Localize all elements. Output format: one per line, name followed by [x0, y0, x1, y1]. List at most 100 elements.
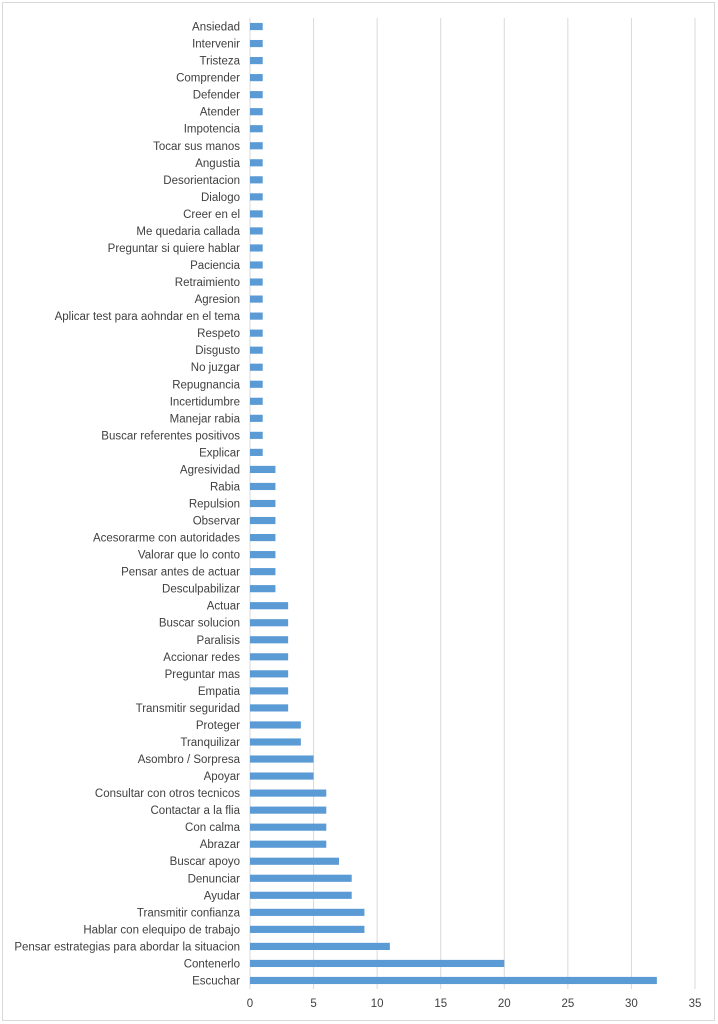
- category-label: Abrazar: [200, 839, 240, 851]
- category-label: Intervenir: [192, 39, 240, 51]
- category-label: Pensar antes de actuar: [121, 567, 240, 579]
- category-label: Tranquilizar: [180, 737, 240, 749]
- x-tick-label: 35: [689, 998, 702, 1010]
- category-label: Buscar apoyo: [170, 856, 240, 868]
- bar: [250, 363, 263, 371]
- category-label: Desculpabilizar: [162, 584, 240, 596]
- category-label: Ayudar: [204, 890, 240, 902]
- category-label: Valorar que lo conto: [138, 550, 240, 562]
- category-label: Me quedaria callada: [136, 226, 240, 238]
- bar: [250, 976, 657, 985]
- category-label: Empatia: [198, 686, 241, 698]
- bar: [250, 568, 276, 576]
- bar: [250, 193, 263, 201]
- bar: [250, 789, 327, 797]
- bar: [250, 329, 263, 337]
- bar: [250, 39, 263, 48]
- bar: [250, 942, 390, 950]
- bar: [250, 619, 289, 627]
- bar: [250, 602, 289, 610]
- bar: [250, 653, 289, 661]
- category-label: No juzgar: [191, 362, 240, 374]
- bar: [250, 670, 289, 678]
- category-label: Denunciar: [188, 873, 241, 885]
- x-tick-label: 20: [498, 998, 511, 1010]
- bar: [250, 551, 276, 559]
- bar: [250, 687, 289, 695]
- category-label: Rabia: [210, 481, 241, 493]
- x-tick-label: 15: [434, 998, 447, 1010]
- bar: [250, 738, 301, 746]
- category-label: Actuar: [207, 601, 240, 613]
- category-label: Atender: [200, 107, 240, 119]
- bar: [250, 959, 505, 968]
- x-tick-label: 0: [247, 998, 253, 1010]
- x-tick-label: 5: [310, 998, 316, 1010]
- category-label: Preguntar mas: [165, 669, 241, 681]
- category-label: Agresividad: [180, 464, 240, 476]
- category-label: Creer en el: [183, 209, 240, 221]
- category-label: Contenerlo: [184, 958, 240, 970]
- category-label: Asombro / Sorpresa: [138, 754, 241, 766]
- bar: [250, 142, 263, 150]
- bar: [250, 482, 276, 491]
- bar: [250, 874, 352, 882]
- bar: [250, 585, 276, 593]
- bar: [250, 380, 263, 388]
- bar: [250, 516, 276, 525]
- x-tick-label: 30: [625, 998, 638, 1010]
- category-label: Agresion: [195, 294, 240, 306]
- category-label: Comprender: [176, 73, 240, 85]
- category-label: Consultar con otros tecnicos: [95, 788, 240, 800]
- bar: [250, 925, 365, 933]
- bar: [250, 533, 276, 542]
- bar: [250, 721, 301, 729]
- bar: [250, 210, 263, 218]
- category-label: Repugnancia: [172, 379, 240, 391]
- category-label: Tocar sus manos: [153, 141, 240, 153]
- category-label: Preguntar si quiere hablar: [108, 243, 240, 255]
- bar: [250, 823, 327, 831]
- category-label: Retraimiento: [175, 277, 240, 289]
- category-label: Dialogo: [201, 192, 240, 204]
- category-label: Manejar rabia: [170, 413, 241, 425]
- bar: [250, 465, 276, 474]
- category-label: Apoyar: [204, 771, 241, 783]
- category-label: Repulsion: [189, 499, 240, 511]
- bar: [250, 295, 263, 303]
- bar: [250, 499, 276, 508]
- bar: [250, 448, 263, 456]
- bar: [250, 74, 263, 82]
- bar: [250, 312, 263, 320]
- bar: [250, 261, 263, 269]
- category-label: Accionar redes: [163, 652, 240, 664]
- bar: [250, 397, 263, 405]
- bar: [250, 857, 339, 865]
- category-label: Con calma: [185, 822, 241, 834]
- category-label: Transmitir confianza: [137, 907, 241, 919]
- bar: [250, 125, 263, 133]
- bar: [250, 108, 263, 116]
- bar: [250, 244, 263, 252]
- bar: [250, 431, 263, 439]
- bar: [250, 227, 263, 235]
- bar: [250, 414, 263, 422]
- bar: [250, 840, 327, 848]
- category-label: Incertidumbre: [170, 396, 240, 408]
- category-label: Ansiedad: [192, 22, 240, 34]
- bar: [250, 91, 263, 99]
- category-label: Explicar: [199, 447, 240, 459]
- bar: [250, 772, 314, 780]
- category-label: Transmitir seguridad: [136, 703, 240, 715]
- category-label: Defender: [193, 90, 240, 102]
- category-label: Buscar solucion: [159, 618, 240, 630]
- category-label: Hablar con elequipo de trabajo: [83, 924, 240, 936]
- category-label: Impotencia: [184, 124, 241, 136]
- bar: [250, 891, 352, 899]
- bar: [250, 22, 263, 31]
- category-label: Paciencia: [190, 260, 240, 272]
- category-label: Observar: [193, 516, 240, 528]
- category-label: Proteger: [196, 720, 240, 732]
